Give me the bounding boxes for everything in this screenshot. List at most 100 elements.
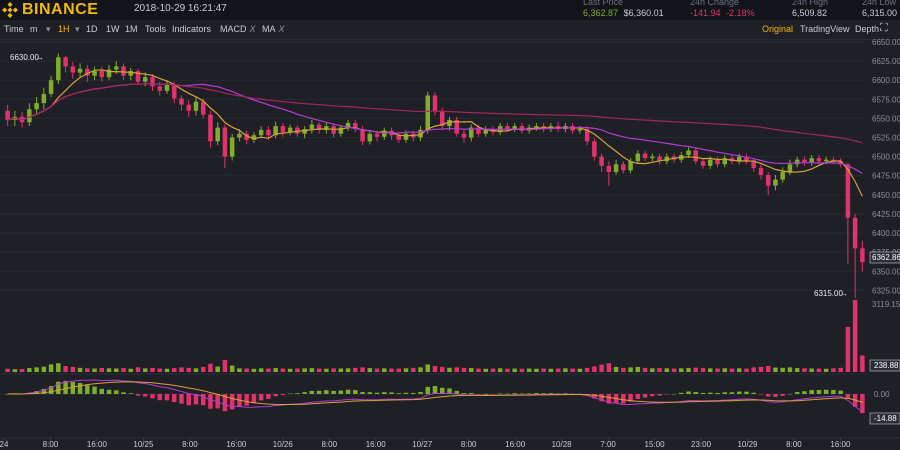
volume-bar — [164, 368, 170, 372]
x-tick-label: 8:00 — [321, 440, 337, 449]
volume-bar — [780, 367, 785, 372]
interval-1w-button[interactable]: 1W — [106, 24, 120, 34]
candle-body — [823, 159, 829, 162]
macd-histogram-bar — [722, 392, 727, 394]
interval-minute-button[interactable]: m — [30, 24, 38, 34]
macd-histogram-bar — [809, 390, 814, 394]
macd-signal-line — [7, 381, 863, 405]
volume-bar — [729, 368, 735, 372]
ma-indicator-chip[interactable]: MA X — [262, 24, 285, 34]
macd-histogram-bar — [382, 392, 387, 394]
volume-bar — [679, 368, 684, 372]
volume-bar — [150, 367, 155, 372]
stat-24h-low: 24h Low 6,315.00 — [862, 0, 897, 19]
volume-bar — [838, 367, 843, 372]
candle-body — [324, 126, 329, 130]
interval-dropdown-icon[interactable]: ▾ — [75, 24, 80, 34]
indicators-button[interactable]: Indicators — [172, 24, 212, 34]
volume-bar — [324, 368, 329, 372]
fullscreen-icon[interactable]: ⛶ — [880, 22, 888, 34]
macd-histogram-bar — [765, 394, 771, 397]
price-tick-label: 6550.00 — [872, 114, 900, 123]
candle-body — [468, 127, 474, 138]
view-original-button[interactable]: Original — [762, 24, 794, 34]
volume-bar — [215, 366, 220, 372]
volume-bar — [27, 368, 32, 372]
price-tick-label: 6650.00 — [872, 38, 900, 47]
candle-body — [200, 101, 206, 115]
candle-body — [302, 129, 307, 134]
volume-bar — [708, 368, 713, 372]
candle-body — [816, 158, 822, 162]
interval-1m-button[interactable]: 1M — [125, 24, 138, 34]
candle-body — [208, 114, 213, 142]
macd-histogram-bar — [483, 393, 488, 395]
right-axis-bg — [868, 40, 900, 450]
top-bar: BINANCE 2018-10-29 16:21:47 Last Price 6… — [0, 0, 900, 20]
volume-bar — [490, 368, 496, 372]
candle-body — [273, 126, 278, 136]
macd-histogram-bar — [345, 389, 351, 394]
macd-histogram-bar — [432, 385, 438, 394]
volume-bar — [85, 368, 90, 372]
chart-grid — [0, 41, 868, 375]
macd-label: MACD — [220, 24, 247, 34]
macd-histogram-bar — [823, 389, 829, 394]
volume-bar — [19, 368, 25, 372]
candle-body — [577, 129, 583, 131]
macd-histogram-bar — [193, 394, 199, 405]
candle-body — [505, 126, 510, 130]
remove-macd-icon[interactable]: X — [249, 24, 256, 34]
volume-bar — [200, 366, 206, 372]
macd-histogram-bar — [447, 388, 452, 394]
candle-body — [592, 141, 597, 157]
candle-body — [403, 133, 409, 140]
last-price-tag: 6362.86 — [869, 251, 900, 264]
macd-indicator-chip[interactable]: MACD X — [220, 24, 256, 34]
candle-body — [606, 165, 612, 172]
candle-body — [476, 127, 481, 134]
low-marker-label: 6315.00 — [814, 289, 843, 298]
volume-bar — [295, 368, 300, 372]
price-tick-label: 6600.00 — [872, 76, 900, 85]
volume-bar — [186, 367, 191, 372]
macd-histogram-bar — [708, 392, 713, 394]
candle-body — [128, 71, 134, 76]
binance-logo[interactable]: BINANCE — [2, 0, 98, 20]
chart-toolbar: Time m ▾ 1H ▾ 1D 1W 1M Tools Indicators … — [0, 21, 900, 40]
interval-dropdown-icon[interactable]: ▾ — [46, 24, 51, 34]
volume-bar — [744, 368, 749, 372]
macd-histogram-bar — [353, 390, 358, 394]
interval-1d-button[interactable]: 1D — [86, 24, 98, 34]
macd-histogram-bar — [222, 394, 228, 412]
time-button[interactable]: Time — [4, 24, 24, 34]
candle-body — [613, 164, 619, 172]
view-depth-button[interactable]: Depth — [855, 24, 880, 34]
remove-ma-icon[interactable]: X — [278, 24, 285, 34]
x-tick-label: 10/28 — [552, 440, 573, 449]
volume-bar — [468, 368, 474, 372]
volume-bar — [280, 368, 286, 372]
volume-bar — [439, 366, 445, 372]
macd-last-tag-bg — [869, 412, 900, 425]
tools-button[interactable]: Tools — [145, 24, 167, 34]
volume-bar — [367, 368, 373, 372]
candle-body — [280, 126, 286, 133]
candle-body — [708, 159, 713, 166]
stat-24h-change: 24h Change -141.94 -2.18% — [690, 0, 755, 19]
volume-bar — [432, 365, 438, 372]
macd-histogram-bar — [628, 394, 633, 402]
volume-bar — [48, 364, 54, 372]
candle-body — [63, 57, 68, 67]
view-tradingview-button[interactable]: TradingView — [800, 24, 850, 34]
volume-bar — [686, 368, 691, 372]
interval-1h-button[interactable]: 1H — [58, 24, 70, 34]
volume-bar — [476, 368, 481, 372]
macd-histogram-bar — [729, 392, 735, 394]
candle-body — [309, 124, 315, 130]
volume-bar — [389, 368, 394, 372]
candle-body — [353, 123, 358, 130]
candle-body — [5, 110, 10, 120]
stat-last-price: Last Price 6,362.87 $6,360.01 — [583, 0, 664, 19]
